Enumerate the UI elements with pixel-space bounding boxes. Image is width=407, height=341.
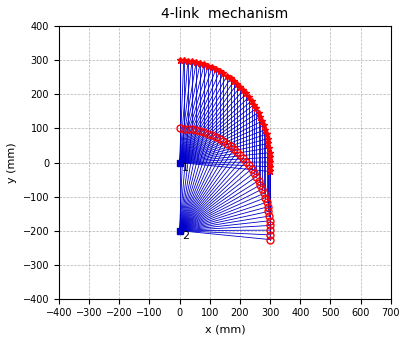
X-axis label: x (mm): x (mm) <box>204 324 245 334</box>
Text: 1: 1 <box>182 163 189 173</box>
Y-axis label: y (mm): y (mm) <box>7 142 17 183</box>
Text: 2: 2 <box>182 231 189 241</box>
Title: 4-link  mechanism: 4-link mechanism <box>161 7 289 21</box>
